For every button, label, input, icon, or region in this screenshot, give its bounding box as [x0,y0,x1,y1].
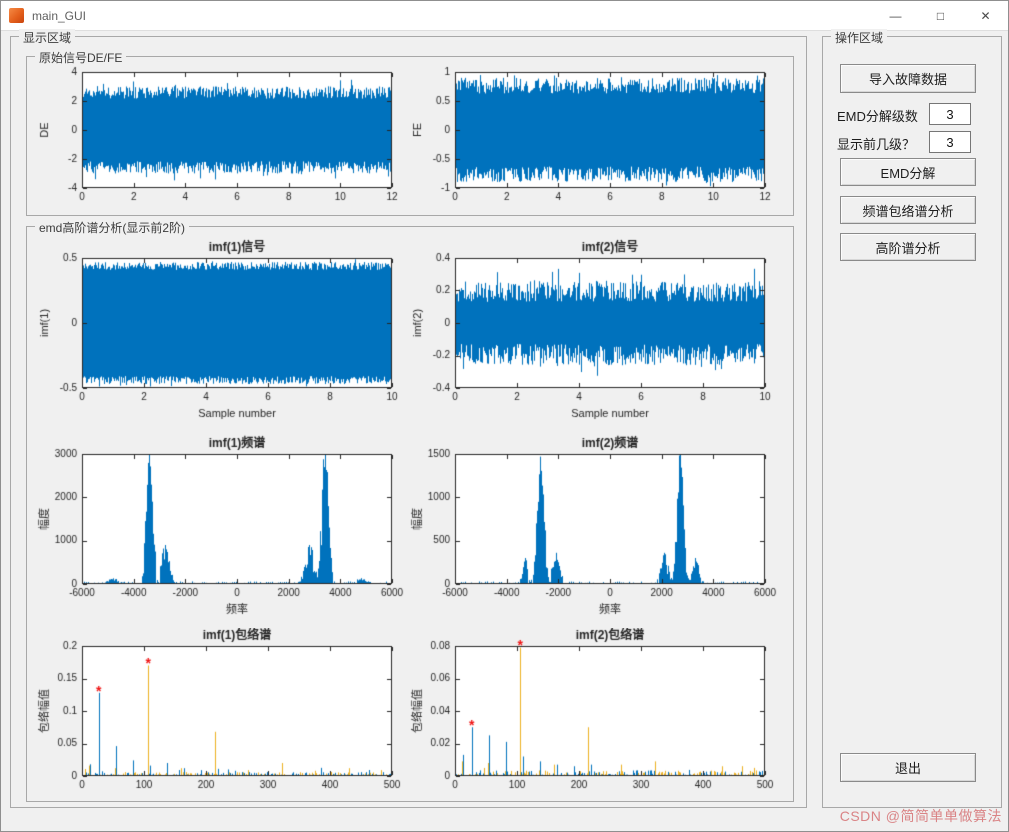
close-button[interactable]: ✕ [980,8,991,23]
plot-imf1-spectrum [30,432,412,628]
plot-imf2-spectrum [403,432,785,628]
import-fault-data-button[interactable]: 导入故障数据 [840,64,976,93]
plot-fe-signal [403,60,785,212]
window-title: main_GUI [32,8,87,23]
minimize-button[interactable]: — [889,8,902,23]
maximize-button[interactable]: □ [936,8,945,23]
spectrum-envelope-button[interactable]: 频谱包络谱分析 [840,196,976,224]
plot-imf1-envelope [30,628,412,800]
emd-analysis-group: emd高阶谱分析(显示前2阶) [26,219,794,802]
emd-level-label: EMD分解级数 [837,109,918,124]
emd-decompose-button[interactable]: EMD分解 [840,158,976,186]
plot-imf1-signal [30,236,412,432]
emd-analysis-group-label: emd高阶谱分析(显示前2阶) [35,219,190,236]
csdn-watermark: CSDN @简简单单做算法 [839,808,1002,824]
display-panel: 显示区域 [10,29,807,808]
control-panel-label: 操作区域 [831,29,888,46]
plot-imf2-envelope [403,628,785,800]
window-controls: — □ ✕ [873,1,1008,30]
display-panel-label: 显示区域 [19,29,76,46]
plot-imf2-signal [403,236,785,432]
matlab-icon [9,8,24,23]
show-levels-label: 显示前几级？ [837,137,916,152]
show-levels-input[interactable] [929,131,971,153]
plot-de-signal [30,60,412,212]
exit-button[interactable]: 退出 [840,753,976,782]
emd-level-input[interactable] [929,103,971,125]
higher-order-spectrum-button[interactable]: 高阶谱分析 [840,233,976,261]
control-panel: 操作区域 [822,29,1002,808]
titlebar: main_GUI — □ ✕ [1,1,1008,31]
